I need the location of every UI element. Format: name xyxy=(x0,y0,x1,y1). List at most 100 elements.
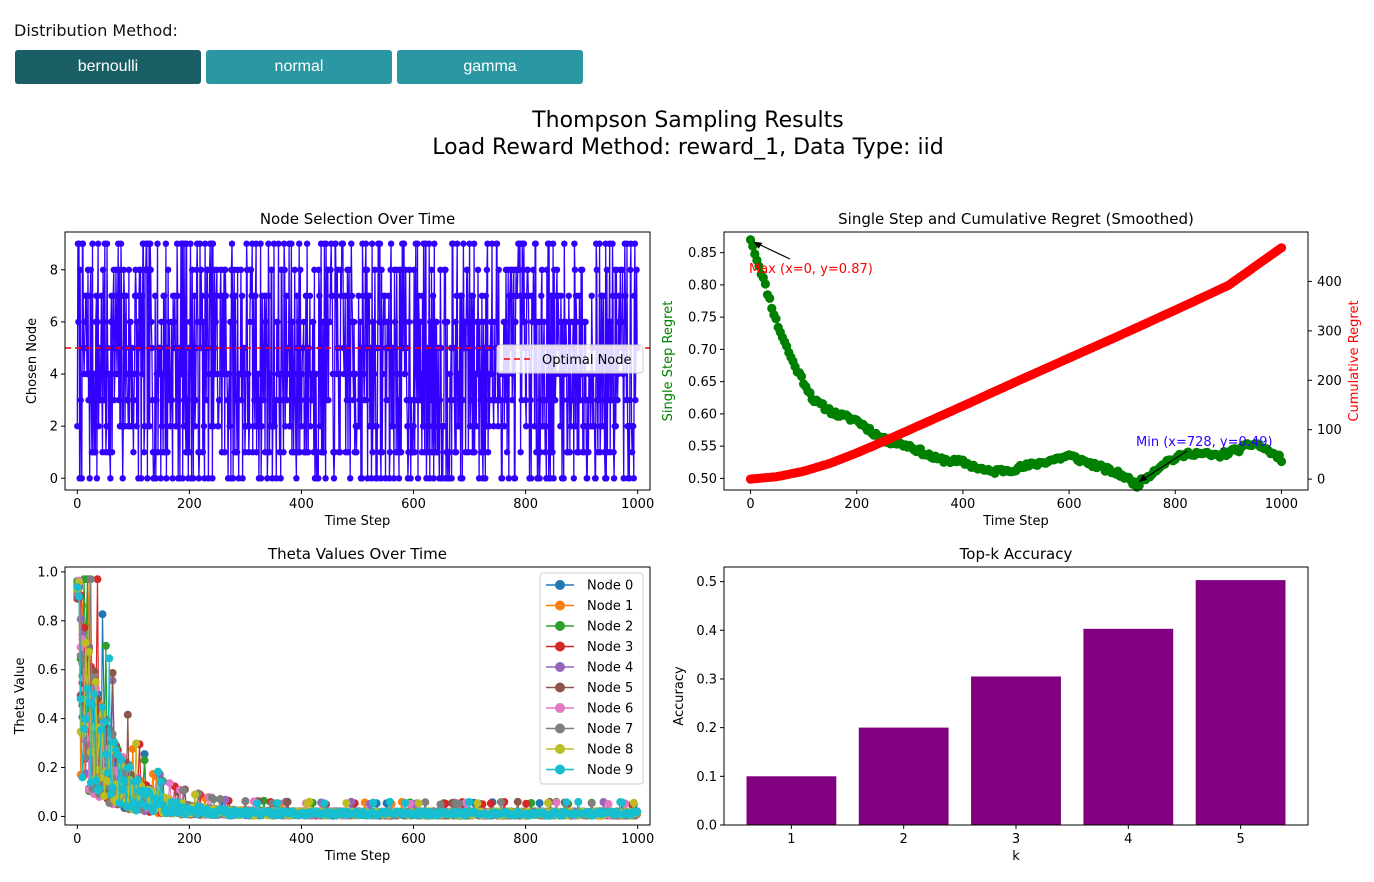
selection-point xyxy=(331,449,338,456)
selection-point xyxy=(107,318,115,326)
selection-point xyxy=(225,396,232,404)
selection-point xyxy=(207,292,214,299)
x-axis-label: Time Step xyxy=(324,849,391,864)
selection-point xyxy=(130,396,138,404)
selection-point xyxy=(610,449,617,456)
selection-point xyxy=(384,318,391,326)
selection-point xyxy=(209,475,216,482)
selection-point xyxy=(344,449,352,456)
selection-point xyxy=(280,449,287,456)
selection-point xyxy=(542,449,549,456)
selection-point xyxy=(618,318,626,326)
selection-point xyxy=(631,292,638,299)
selection-point xyxy=(520,240,528,247)
selection-point xyxy=(411,449,418,456)
selection-point xyxy=(626,475,633,482)
theta-point xyxy=(81,714,90,723)
selection-point xyxy=(181,370,188,378)
selection-point xyxy=(154,240,161,247)
selection-point xyxy=(237,266,245,273)
selection-point xyxy=(385,292,393,299)
y-tick-label: 0.4 xyxy=(37,712,58,727)
selection-point xyxy=(187,240,194,247)
selection-point xyxy=(468,318,475,326)
selection-point xyxy=(470,240,478,247)
y-tick-label: 0.80 xyxy=(688,278,717,293)
gamma-button[interactable]: gamma xyxy=(397,50,583,84)
selection-point xyxy=(603,266,611,273)
y-tick-label: 0.50 xyxy=(688,472,717,487)
single-step-regret-points xyxy=(745,235,1287,492)
selection-point xyxy=(186,318,194,326)
selection-point xyxy=(306,292,314,299)
selection-point xyxy=(498,475,506,482)
selection-point xyxy=(630,475,637,482)
selection-point xyxy=(450,344,458,352)
selection-point xyxy=(383,396,390,404)
theta-point xyxy=(98,703,107,712)
selection-point xyxy=(538,266,546,273)
y-tick-label: 0.75 xyxy=(688,311,717,326)
selection-point xyxy=(111,396,118,404)
selection-point xyxy=(78,475,86,482)
y-right-axis-label: Cumulative Regret xyxy=(1347,300,1362,421)
selection-point xyxy=(410,423,417,430)
y-tick-label: 0.0 xyxy=(37,810,58,825)
selection-point xyxy=(582,423,590,430)
selection-point xyxy=(175,396,182,404)
selection-point xyxy=(387,240,395,247)
selection-point xyxy=(591,423,598,430)
selection-point xyxy=(74,423,81,430)
selection-point xyxy=(417,318,424,326)
selection-point xyxy=(360,370,367,378)
selection-point xyxy=(298,370,306,378)
selection-point xyxy=(379,370,386,378)
selection-point xyxy=(552,396,559,404)
selection-point xyxy=(173,423,180,430)
selection-point xyxy=(198,266,205,273)
selection-point xyxy=(373,423,380,430)
plot-frame xyxy=(64,566,651,826)
selection-point xyxy=(378,266,385,273)
selection-point xyxy=(307,423,314,430)
selection-point xyxy=(297,396,305,404)
selection-point xyxy=(120,266,128,273)
selection-point xyxy=(390,475,398,482)
regret-point xyxy=(765,293,775,303)
selection-point xyxy=(627,266,634,273)
selection-point xyxy=(230,318,237,326)
theta-point xyxy=(101,641,110,650)
selection-point xyxy=(560,475,567,482)
selection-point xyxy=(609,292,617,299)
selection-point xyxy=(549,240,557,247)
selection-point xyxy=(459,475,466,482)
selection-point xyxy=(210,344,218,352)
theta-point xyxy=(76,651,85,660)
selection-point xyxy=(350,318,358,326)
selection-point xyxy=(239,475,246,482)
selection-point xyxy=(116,266,123,273)
selection-point xyxy=(474,266,482,273)
selection-point xyxy=(147,266,154,273)
selection-point xyxy=(356,396,363,404)
selection-point xyxy=(628,449,636,456)
y-right-tick-label: 400 xyxy=(1317,275,1342,290)
selection-point xyxy=(571,240,578,247)
selection-point xyxy=(414,475,422,482)
x-tick-label: 600 xyxy=(401,497,426,512)
selection-point xyxy=(440,423,447,430)
theta-point xyxy=(100,792,109,801)
y-tick-label: 0.60 xyxy=(688,407,717,422)
normal-button[interactable]: normal xyxy=(206,50,392,84)
selection-point xyxy=(90,370,98,378)
selection-point xyxy=(572,423,579,430)
theta-point xyxy=(149,807,157,816)
bernoulli-button[interactable]: bernoulli xyxy=(15,50,201,84)
theta-point xyxy=(133,776,142,785)
selection-point xyxy=(448,475,455,482)
selection-point xyxy=(377,475,385,482)
selection-point xyxy=(488,370,495,378)
x-tick-label: 0 xyxy=(73,832,81,847)
selection-point xyxy=(138,292,145,299)
selection-point xyxy=(291,266,298,273)
